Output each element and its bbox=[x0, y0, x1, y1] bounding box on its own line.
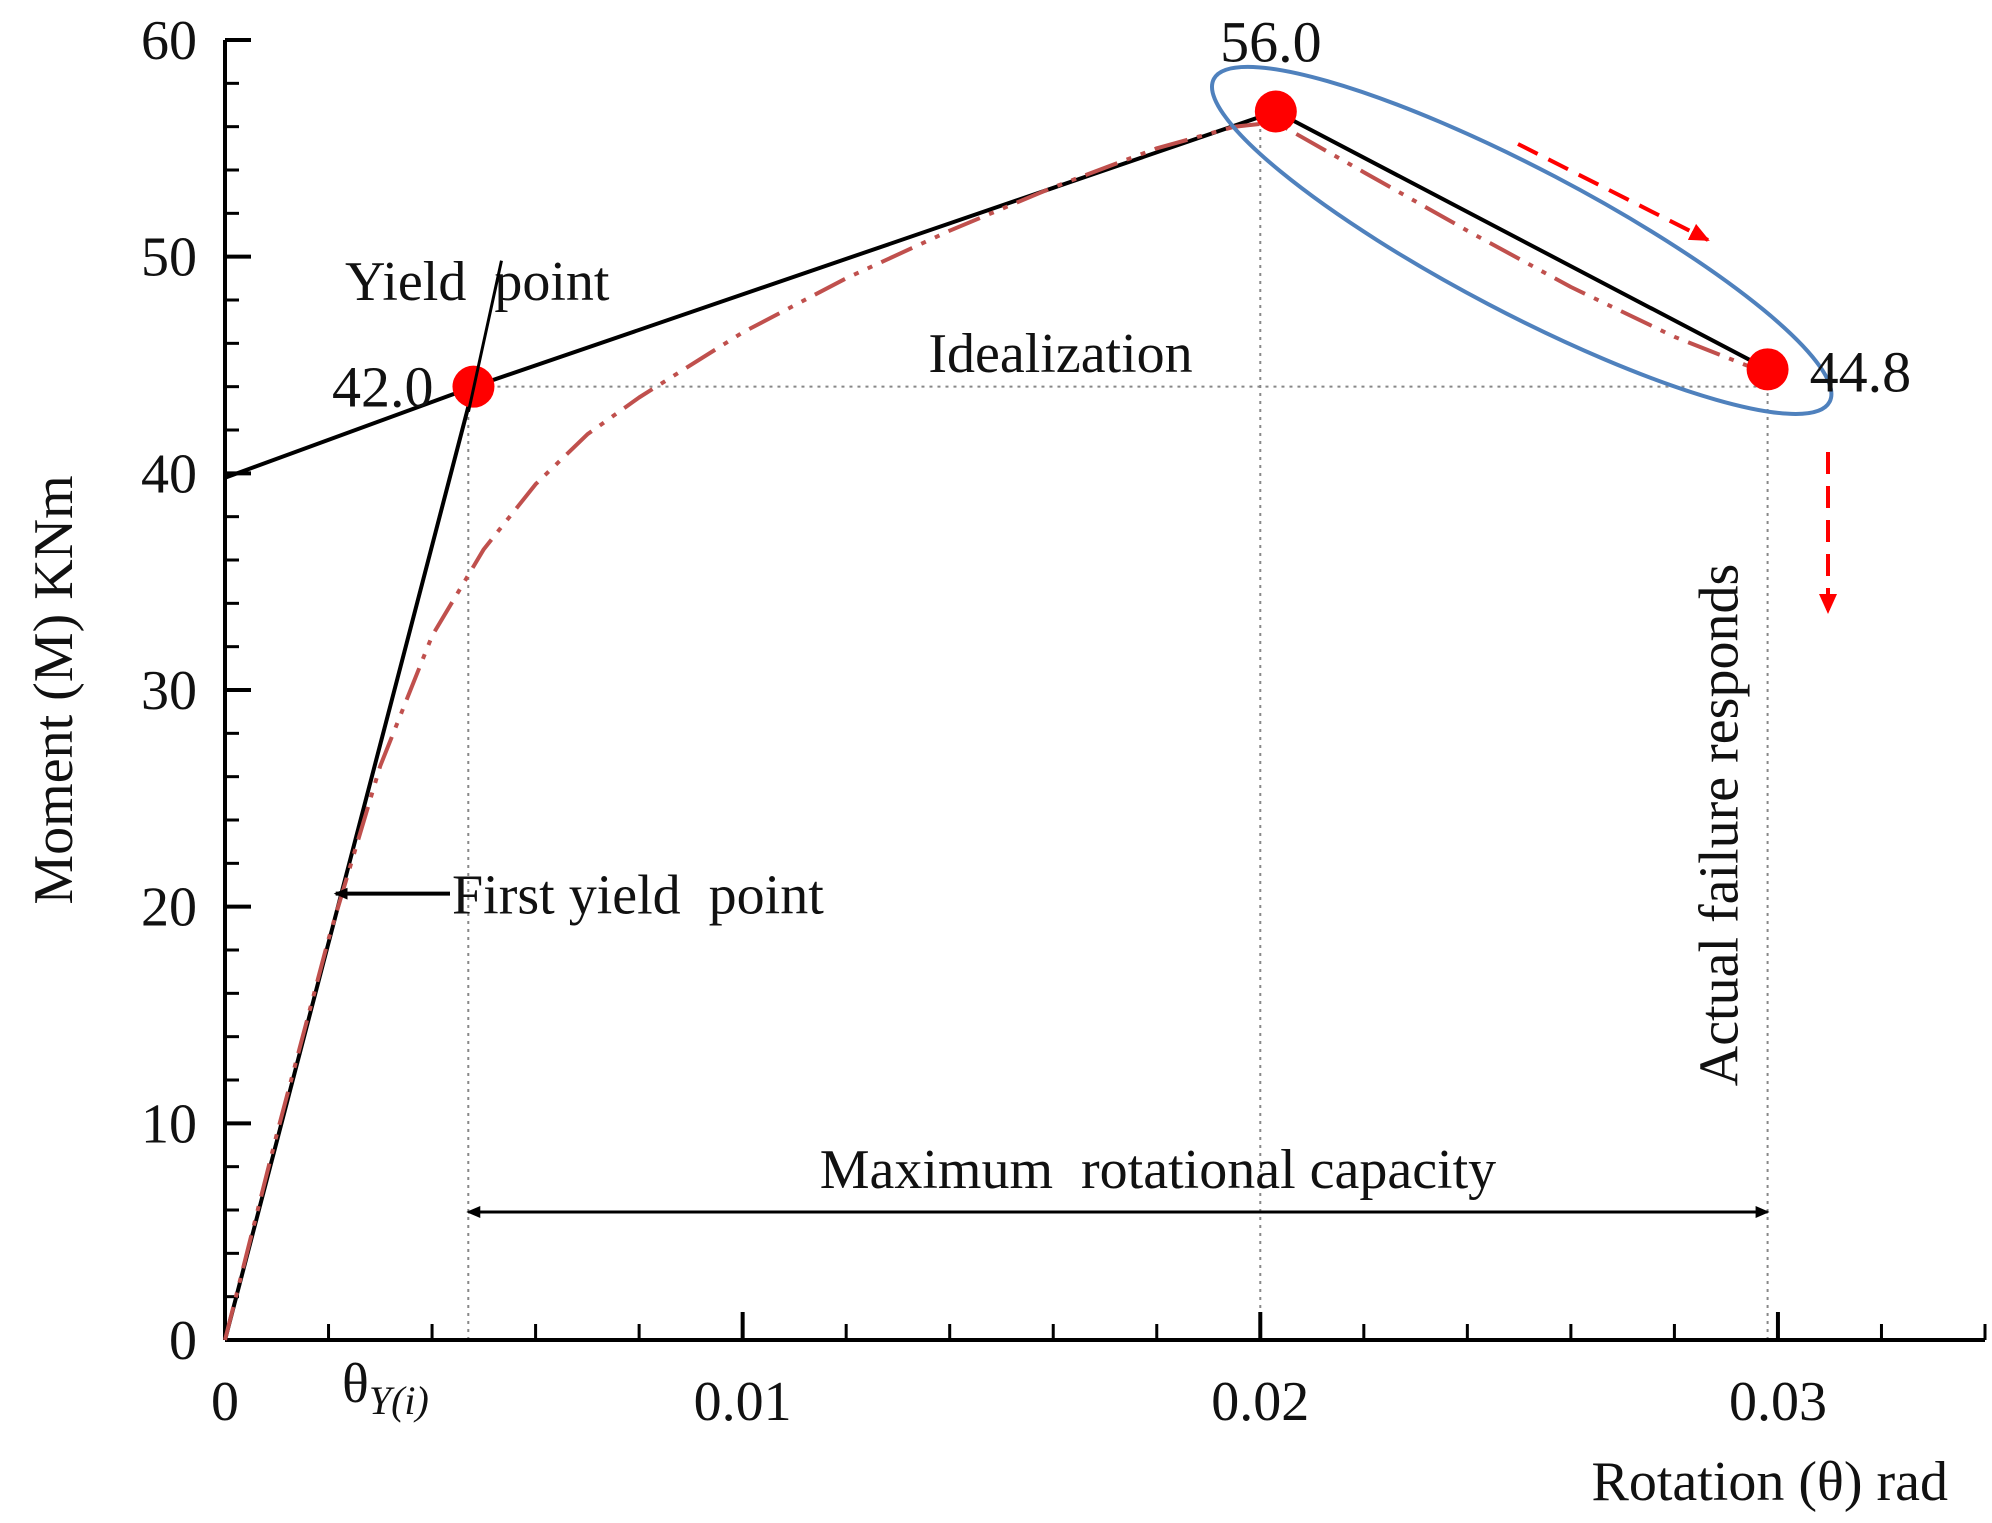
y-tick-label: 0 bbox=[169, 1310, 197, 1372]
peak-point-value-label: 56.0 bbox=[1220, 10, 1322, 75]
yield-point-leader-line bbox=[467, 260, 503, 412]
descending-direction-arrow bbox=[1517, 142, 1710, 242]
failure-point-value-label: 44.8 bbox=[1810, 339, 1912, 404]
first-yield-point-annotation: First yield point bbox=[452, 865, 824, 927]
x-tick-label: 0.01 bbox=[694, 1371, 792, 1433]
reference-lines bbox=[467, 111, 1769, 1340]
maximum-rotational-capacity-annotation: Maximum rotational capacity bbox=[820, 1139, 1496, 1201]
actual-failure-annotation: Actual failure responds bbox=[1689, 564, 1751, 1086]
y-tick-label: 50 bbox=[141, 227, 197, 289]
x-tick-label: 0.02 bbox=[1211, 1371, 1309, 1433]
theta-subscript: Y(i) bbox=[369, 1378, 429, 1423]
y-tick-label: 10 bbox=[141, 1093, 197, 1155]
y-axis-title: Moment (M) KNm bbox=[23, 475, 85, 904]
y-tick-label: 30 bbox=[141, 660, 197, 722]
x-axis-title: Rotation (θ) rad bbox=[1591, 1451, 1948, 1513]
descending-branch-ellipse bbox=[1210, 64, 1834, 416]
yield-point-value-label: 42.0 bbox=[332, 355, 434, 420]
theta-symbol: θ bbox=[342, 1353, 369, 1415]
key-point-marker bbox=[1254, 90, 1297, 133]
y-tick-label: 60 bbox=[141, 10, 197, 72]
y-tick-label: 40 bbox=[141, 443, 197, 505]
yield-point-annotation: Yield point bbox=[345, 251, 610, 313]
idealization-line bbox=[224, 109, 1769, 480]
idealization-annotation: Idealization bbox=[928, 323, 1192, 385]
actual-response-line bbox=[223, 120, 1769, 1341]
x-tick-label: 0 bbox=[211, 1371, 239, 1433]
y-tick-label: 20 bbox=[141, 877, 197, 939]
theta-yield-label: θY(i) bbox=[342, 1353, 429, 1423]
x-tick-label: 0.03 bbox=[1729, 1371, 1827, 1433]
axis-ticks: 0 0.01 0.02 0.03 0 10 20 30 40 50 60 bbox=[141, 10, 1987, 1433]
series-layer bbox=[223, 109, 1769, 1341]
key-point-marker bbox=[1746, 348, 1789, 391]
